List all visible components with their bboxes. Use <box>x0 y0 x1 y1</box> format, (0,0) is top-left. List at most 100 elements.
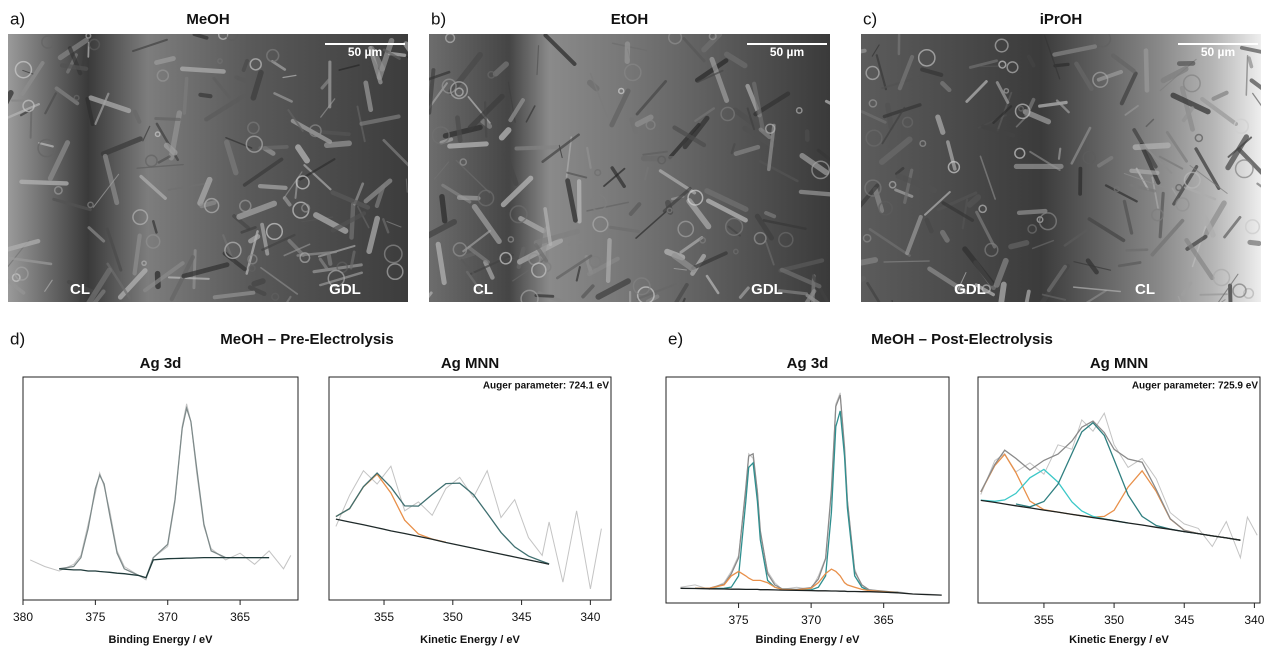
plot-frame <box>978 377 1260 603</box>
group-title: MeOH – Post-Electrolysis <box>871 331 1053 348</box>
panel-label: c) <box>863 9 877 28</box>
panel-title: MeOH <box>186 11 229 28</box>
region-label: GDL <box>954 281 986 298</box>
sem-texture <box>184 79 186 113</box>
sem-background <box>8 34 408 302</box>
plot-frame <box>666 377 949 603</box>
scale-bar-label: 50 µm <box>348 45 382 59</box>
x-axis-label: Binding Energy / eV <box>109 634 214 646</box>
panel-title: iPrOH <box>1040 11 1083 28</box>
series-line <box>981 454 1241 540</box>
series-line <box>59 558 269 578</box>
x-tick-label: 370 <box>158 610 178 624</box>
sem-texture <box>1019 211 1045 213</box>
series-line <box>695 411 898 593</box>
x-tick-label: 380 <box>13 610 33 624</box>
sem-texture <box>536 295 553 296</box>
series-line <box>981 500 1241 540</box>
chart-title: Ag 3d <box>140 355 182 372</box>
spectra: d) MeOH – Pre-Electrolysis e) MeOH – Post-E… <box>10 329 1265 645</box>
chart-title: Ag MNN <box>441 355 499 372</box>
x-tick-label: 345 <box>512 610 532 624</box>
panel-label: b) <box>431 9 446 28</box>
series-line <box>30 404 291 580</box>
plot-frame <box>23 377 298 600</box>
sem-texture <box>1011 243 1027 247</box>
sem-texture <box>327 143 349 145</box>
group-label: d) <box>10 329 25 348</box>
plot-area <box>981 413 1257 558</box>
sem-images: a)MeOH50 µmCLGDLb)EtOH50 µmCLGDLc)iPrOH5… <box>0 9 1266 336</box>
chart-title: Ag 3d <box>787 355 829 372</box>
scale-bar-label: 50 µm <box>770 45 804 59</box>
sem-texture <box>202 203 215 206</box>
annotation: Auger parameter: 724.1 eV <box>483 381 610 392</box>
sem-texture <box>200 95 210 96</box>
sem-texture <box>31 107 32 137</box>
sem-texture <box>826 101 863 120</box>
x-axis-label: Binding Energy / eV <box>756 634 861 646</box>
panel-label: a) <box>10 9 25 28</box>
plot-area <box>336 466 602 589</box>
sem-texture <box>1135 145 1167 147</box>
series-line <box>336 474 446 542</box>
sem-texture <box>1250 242 1259 243</box>
plot-area <box>30 404 291 580</box>
sem-texture <box>450 144 487 146</box>
x-tick-label: 375 <box>729 613 749 627</box>
sem-texture <box>254 281 262 284</box>
x-tick-label: 340 <box>1244 613 1264 627</box>
x-tick-label: 340 <box>580 610 600 624</box>
series-line <box>681 393 942 595</box>
series-line <box>336 519 549 564</box>
x-tick-label: 350 <box>1104 613 1124 627</box>
series-line <box>336 473 549 564</box>
figure: a)MeOH50 µmCLGDLb)EtOH50 µmCLGDLc)iPrOH5… <box>0 0 1266 649</box>
region-label: GDL <box>751 281 783 298</box>
x-tick-label: 350 <box>443 610 463 624</box>
group-title: MeOH – Pre-Electrolysis <box>220 331 393 348</box>
sem-texture <box>1059 149 1060 159</box>
sem-texture <box>516 147 556 148</box>
sem-texture <box>260 147 287 148</box>
sem-texture <box>485 102 486 136</box>
sem-texture <box>459 198 478 199</box>
group-label: e) <box>668 329 683 348</box>
plot-area <box>681 393 942 595</box>
annotation: Auger parameter: 725.9 eV <box>1132 381 1259 392</box>
x-axis-label: Kinetic Energy / eV <box>420 634 520 646</box>
sem-texture <box>156 119 180 120</box>
sem-texture <box>1127 250 1148 251</box>
series-line <box>695 395 898 592</box>
sem-texture <box>1249 58 1251 66</box>
sem-texture <box>457 118 460 141</box>
page: a)MeOH50 µmCLGDLb)EtOH50 µmCLGDLc)iPrOH5… <box>0 0 1266 649</box>
sem-image: 50 µmCLGDL <box>0 29 419 336</box>
region-label: CL <box>473 281 493 298</box>
sem-texture <box>182 69 223 72</box>
sem-texture <box>407 293 431 325</box>
plot-frame <box>329 377 611 600</box>
sem-texture <box>260 186 286 188</box>
sem-texture <box>1055 64 1068 65</box>
sem-image: 50 µm CL GDL <box>407 31 864 337</box>
sem-texture <box>21 182 66 184</box>
x-tick-label: 370 <box>801 613 821 627</box>
sem-texture <box>980 66 1005 67</box>
sem-texture <box>836 51 865 56</box>
sem-texture <box>1146 51 1147 91</box>
x-tick-label: 375 <box>85 610 105 624</box>
chart-title: Ag MNN <box>1090 355 1148 372</box>
series-line <box>59 408 269 578</box>
x-tick-label: 365 <box>230 610 250 624</box>
x-tick-label: 355 <box>374 610 394 624</box>
sem-texture <box>608 240 609 281</box>
sem-texture <box>268 297 290 332</box>
sem-texture <box>329 254 331 264</box>
x-tick-label: 345 <box>1174 613 1194 627</box>
region-label: CL <box>1135 281 1155 298</box>
x-axis-label: Kinetic Energy / eV <box>1069 634 1169 646</box>
sem-texture <box>442 197 445 221</box>
region-label: GDL <box>329 281 361 298</box>
